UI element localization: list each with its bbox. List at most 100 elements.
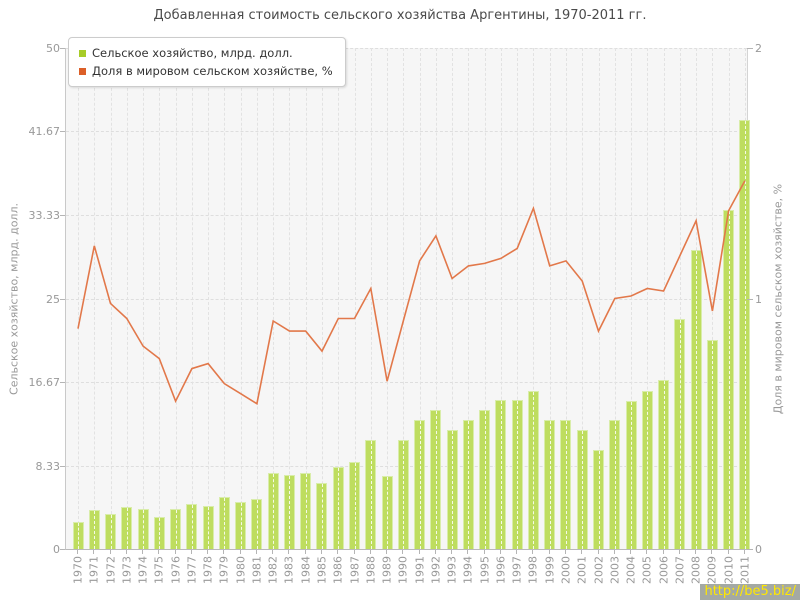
x-tickmark (532, 550, 534, 554)
bar-centerline (159, 517, 161, 549)
bar-1983[interactable] (283, 474, 295, 549)
v-gridline (435, 48, 437, 549)
bar-1979[interactable] (218, 496, 230, 549)
bar-1998[interactable] (527, 390, 539, 549)
legend-item-line[interactable]: Доля в мировом сельском хозяйстве, % (79, 62, 333, 80)
x-tickmark (548, 550, 550, 554)
bar-1989[interactable] (381, 475, 393, 549)
left-tick-33.33: 33.33 (28, 209, 61, 223)
bar-1978[interactable] (202, 505, 214, 549)
bar-1973[interactable] (121, 506, 133, 549)
v-gridline (533, 48, 535, 549)
x-tick-1979: 1979 (217, 556, 231, 584)
left-tick-25: 25 (46, 292, 60, 306)
v-gridline (126, 48, 128, 549)
x-tick-1972: 1972 (104, 556, 118, 584)
bar-1985[interactable] (316, 482, 328, 549)
x-tick-1999: 1999 (543, 556, 557, 584)
v-gridline (549, 48, 551, 549)
bar-2002[interactable] (593, 449, 604, 549)
bar-2009[interactable] (706, 339, 718, 549)
x-tick-2008: 2008 (689, 556, 703, 584)
share-line-path[interactable] (77, 180, 746, 405)
bar-1986[interactable] (332, 466, 344, 549)
bar-1990[interactable] (397, 439, 409, 549)
bar-1994[interactable] (462, 419, 474, 549)
bar-1976[interactable] (170, 508, 182, 549)
bar-2008[interactable] (690, 250, 702, 549)
h-gridline (66, 48, 747, 49)
bar-centerline (175, 509, 177, 549)
bar-centerline (517, 400, 519, 549)
bar-centerline (500, 400, 502, 549)
x-tick-2001: 2001 (575, 556, 589, 584)
bar-1980[interactable] (235, 501, 247, 549)
x-tickmark (451, 550, 453, 554)
bar-1970[interactable] (72, 521, 84, 549)
v-gridline (387, 48, 389, 549)
bar-1984[interactable] (300, 472, 312, 549)
bar-centerline (78, 522, 79, 549)
bar-1996[interactable] (495, 399, 507, 549)
bar-centerline (94, 510, 96, 549)
x-tickmark (678, 550, 680, 554)
x-tickmark (581, 550, 583, 554)
bar-1992[interactable] (430, 409, 442, 549)
bar-2001[interactable] (576, 429, 588, 549)
left-axis-title: Сельское хозяйство, млрд. долл. (7, 202, 21, 395)
v-gridline (403, 48, 405, 549)
share-line[interactable] (66, 48, 747, 549)
x-tick-1987: 1987 (348, 556, 362, 584)
bar-2003[interactable] (609, 419, 621, 549)
x-tickmark (646, 550, 648, 554)
bar-1991[interactable] (414, 419, 426, 549)
v-gridline (712, 48, 714, 549)
bar-1999[interactable] (544, 419, 556, 549)
bar-2011[interactable] (739, 120, 751, 549)
x-tickmark (174, 550, 176, 554)
bar-1972[interactable] (105, 513, 117, 549)
bar-2006[interactable] (658, 379, 670, 549)
bar-centerline (191, 504, 193, 549)
bar-centerline (289, 475, 291, 549)
bar-1988[interactable] (365, 439, 377, 549)
bar-1977[interactable] (186, 503, 198, 549)
v-gridline (256, 48, 258, 549)
x-tick-1981: 1981 (250, 556, 264, 584)
v-gridline (273, 48, 275, 549)
x-tickmark (223, 550, 225, 554)
x-tick-1992: 1992 (429, 556, 443, 584)
bar-2004[interactable] (625, 400, 637, 549)
bar-1987[interactable] (349, 461, 361, 549)
bar-centerline (321, 483, 323, 549)
bar-centerline (533, 391, 535, 549)
bar-1982[interactable] (267, 472, 279, 549)
bar-2007[interactable] (674, 318, 686, 549)
v-gridline (647, 48, 649, 549)
bar-1971[interactable] (88, 509, 100, 549)
x-tickmark (418, 550, 420, 554)
x-tickmark (272, 550, 274, 554)
bar-2005[interactable] (641, 390, 653, 549)
bar-centerline (435, 410, 437, 549)
bar-1975[interactable] (153, 516, 165, 549)
x-tickmark (109, 550, 111, 554)
bar-1995[interactable] (479, 409, 491, 549)
bar-2000[interactable] (560, 419, 572, 549)
bar-1997[interactable] (511, 399, 523, 549)
bar-1974[interactable] (137, 508, 149, 549)
v-gridline (500, 48, 502, 549)
left-tick-41.67: 41.67 (28, 125, 61, 139)
x-tickmark (695, 550, 697, 554)
bar-1993[interactable] (446, 429, 458, 549)
bar-1981[interactable] (251, 498, 263, 549)
watermark-link[interactable]: http://be5.biz/ (700, 584, 800, 600)
left-tick-16.67: 16.67 (28, 375, 61, 389)
bar-centerline (598, 450, 600, 549)
x-tick-1982: 1982 (266, 556, 280, 584)
legend-label: Сельское хозяйство, млрд. долл. (92, 46, 293, 60)
x-tickmark (662, 550, 664, 554)
legend-item-bars[interactable]: Сельское хозяйство, млрд. долл. (79, 44, 333, 62)
v-gridline (338, 48, 340, 549)
